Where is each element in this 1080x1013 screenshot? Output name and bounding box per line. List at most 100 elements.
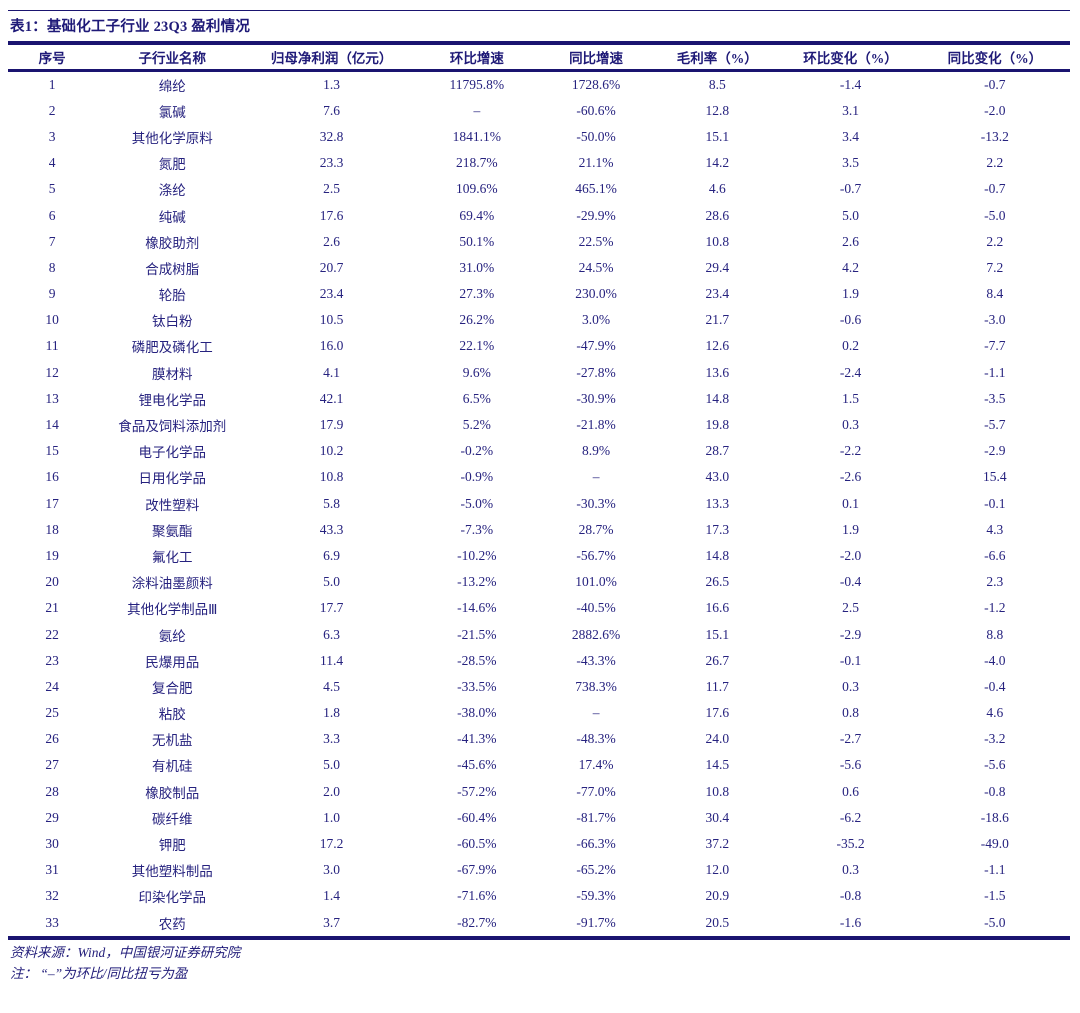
cell: 4.2 <box>842 259 859 275</box>
cell: 17 <box>45 495 59 511</box>
cell: 16.0 <box>319 338 344 354</box>
cell: 17.2 <box>319 836 344 852</box>
cell: 17.7 <box>319 600 344 616</box>
cell: 23.4 <box>705 286 730 302</box>
table-row: 23 民爆用品 11.4 -28.5% -43.3% 26.7 -0.1 -4.0 <box>8 648 1070 674</box>
cell: 12.0 <box>705 862 730 878</box>
cell: 5.2% <box>462 417 491 433</box>
cell: 23 <box>45 652 59 668</box>
cell: -13.2% <box>457 574 497 590</box>
cell: 20.7 <box>319 259 344 275</box>
cell: 43.3 <box>319 521 344 537</box>
cell: -60.5% <box>457 836 497 852</box>
table-row: 17 改性塑料 5.8 -5.0% -30.3% 13.3 0.1 -0.1 <box>8 491 1070 517</box>
cell: 3 <box>48 128 56 144</box>
cell: -30.9% <box>576 390 616 406</box>
cell: 氯碱 <box>158 104 186 120</box>
cell: 改性塑料 <box>145 497 200 513</box>
cell: -3.0 <box>984 312 1006 328</box>
cell: -30.3% <box>576 495 616 511</box>
cell: -2.9 <box>984 443 1006 459</box>
cell: -27.8% <box>576 364 616 380</box>
column-header: 序号 <box>8 44 97 72</box>
cell: 纯碱 <box>158 209 186 225</box>
cell: 17.3 <box>705 521 730 537</box>
cell: 29.4 <box>705 259 730 275</box>
cell: 膜材料 <box>152 366 193 382</box>
cell: -0.9% <box>460 469 494 485</box>
cell: 日用化学品 <box>138 471 207 487</box>
cell: -14.6% <box>457 600 497 616</box>
cell: 1841.1% <box>452 128 502 144</box>
table-row: 5 涤纶 2.5 109.6% 465.1% 4.6 -0.7 -0.7 <box>8 176 1070 202</box>
cell: 14.8 <box>705 390 730 406</box>
table-header-row: 序号 子行业名称 归母净利润（亿元） 环比增速 同比增速 毛利率（%） 环比变化（%） 同比变… <box>8 44 1070 72</box>
cell: 8.8 <box>986 626 1004 642</box>
cell: 19.8 <box>705 417 730 433</box>
cell: 4.6 <box>708 181 726 197</box>
cell: 0.2 <box>842 338 859 354</box>
cell: 氨纶 <box>158 628 186 644</box>
cell: -49.0 <box>980 836 1009 852</box>
cell: -0.8 <box>839 888 862 904</box>
cell: 22.1% <box>459 338 495 354</box>
column-header: 同比增速 <box>538 44 654 72</box>
cell: -0.1 <box>984 495 1006 511</box>
column-header: 同比变化（%） <box>919 44 1070 72</box>
cell: 14.5 <box>705 757 730 773</box>
table-row: 6 纯碱 17.6 69.4% -29.9% 28.6 5.0 -5.0 <box>8 202 1070 228</box>
cell: 14 <box>45 417 59 433</box>
cell: -5.6 <box>984 757 1006 773</box>
cell: 电子化学品 <box>138 445 207 461</box>
cell: -2.9 <box>839 626 862 642</box>
cell: -1.1 <box>984 862 1006 878</box>
cell: 11.4 <box>320 652 344 668</box>
cell: 4.1 <box>323 364 341 380</box>
cell: -6.6 <box>984 547 1006 563</box>
cell: -35.2 <box>836 836 865 852</box>
cell: 20.5 <box>653 909 782 940</box>
cell: -2.4 <box>839 364 862 380</box>
cell: -2.0 <box>984 102 1006 118</box>
cell: 738.3% <box>575 678 617 694</box>
cell: -2.2 <box>839 443 862 459</box>
table-row: 8 合成树脂 20.7 31.0% 24.5% 29.4 4.2 7.2 <box>8 255 1070 281</box>
cell: -29.9% <box>576 207 616 223</box>
table-footer: 资料来源：Wind，中国银河证券研究院 注： “–”为环比/同比扭亏为盈 <box>8 940 1070 985</box>
cell: 绵纶 <box>158 78 186 94</box>
cell: -41.3% <box>457 731 497 747</box>
table-row: 27 有机硅 5.0 -45.6% 17.4% 14.5 -5.6 -5.6 <box>8 752 1070 778</box>
cell: -65.2% <box>576 862 616 878</box>
cell: 5.8 <box>323 495 341 511</box>
cell: 12.8 <box>705 102 730 118</box>
cell: 食品及饲料添加剂 <box>118 419 227 435</box>
table-row: 28 橡胶制品 2.0 -57.2% -77.0% 10.8 0.6 -0.8 <box>8 779 1070 805</box>
cell: -3.2 <box>984 731 1006 747</box>
cell: 24.0 <box>705 731 730 747</box>
cell: -3.5 <box>984 390 1006 406</box>
cell: 465.1% <box>575 181 617 197</box>
cell: 无机盐 <box>152 733 193 749</box>
cell: 22 <box>45 626 59 642</box>
profit-table: 序号 子行业名称 归母净利润（亿元） 环比增速 同比增速 毛利率（%） 环比变化（%） 同比变… <box>8 44 1070 940</box>
cell: – <box>592 705 600 721</box>
cell: 1 <box>48 76 56 92</box>
cell: 4.3 <box>986 521 1004 537</box>
cell: 31 <box>45 862 59 878</box>
table-row: 20 涂料油墨颜料 5.0 -13.2% 101.0% 26.5 -0.4 2.3 <box>8 569 1070 595</box>
cell: 14.2 <box>705 155 730 171</box>
cell: -1.2 <box>984 600 1006 616</box>
cell: -50.0% <box>576 128 616 144</box>
cell: 0.3 <box>842 678 859 694</box>
source-note: 资料来源：Wind，中国银河证券研究院 <box>10 944 241 960</box>
cell: -10.2% <box>457 547 497 563</box>
cell: 23.4 <box>319 286 344 302</box>
cell: 6.3 <box>323 626 341 642</box>
cell: 涤纶 <box>158 183 186 199</box>
cell: 其他化学原料 <box>131 130 213 146</box>
table-row: 4 氮肥 23.3 218.7% 21.1% 14.2 3.5 2.2 <box>8 150 1070 176</box>
cell: 109.6% <box>456 181 498 197</box>
cell: 2.5 <box>842 600 859 616</box>
cell: 7.6 <box>323 102 341 118</box>
cell: 其他塑料制品 <box>131 864 213 880</box>
